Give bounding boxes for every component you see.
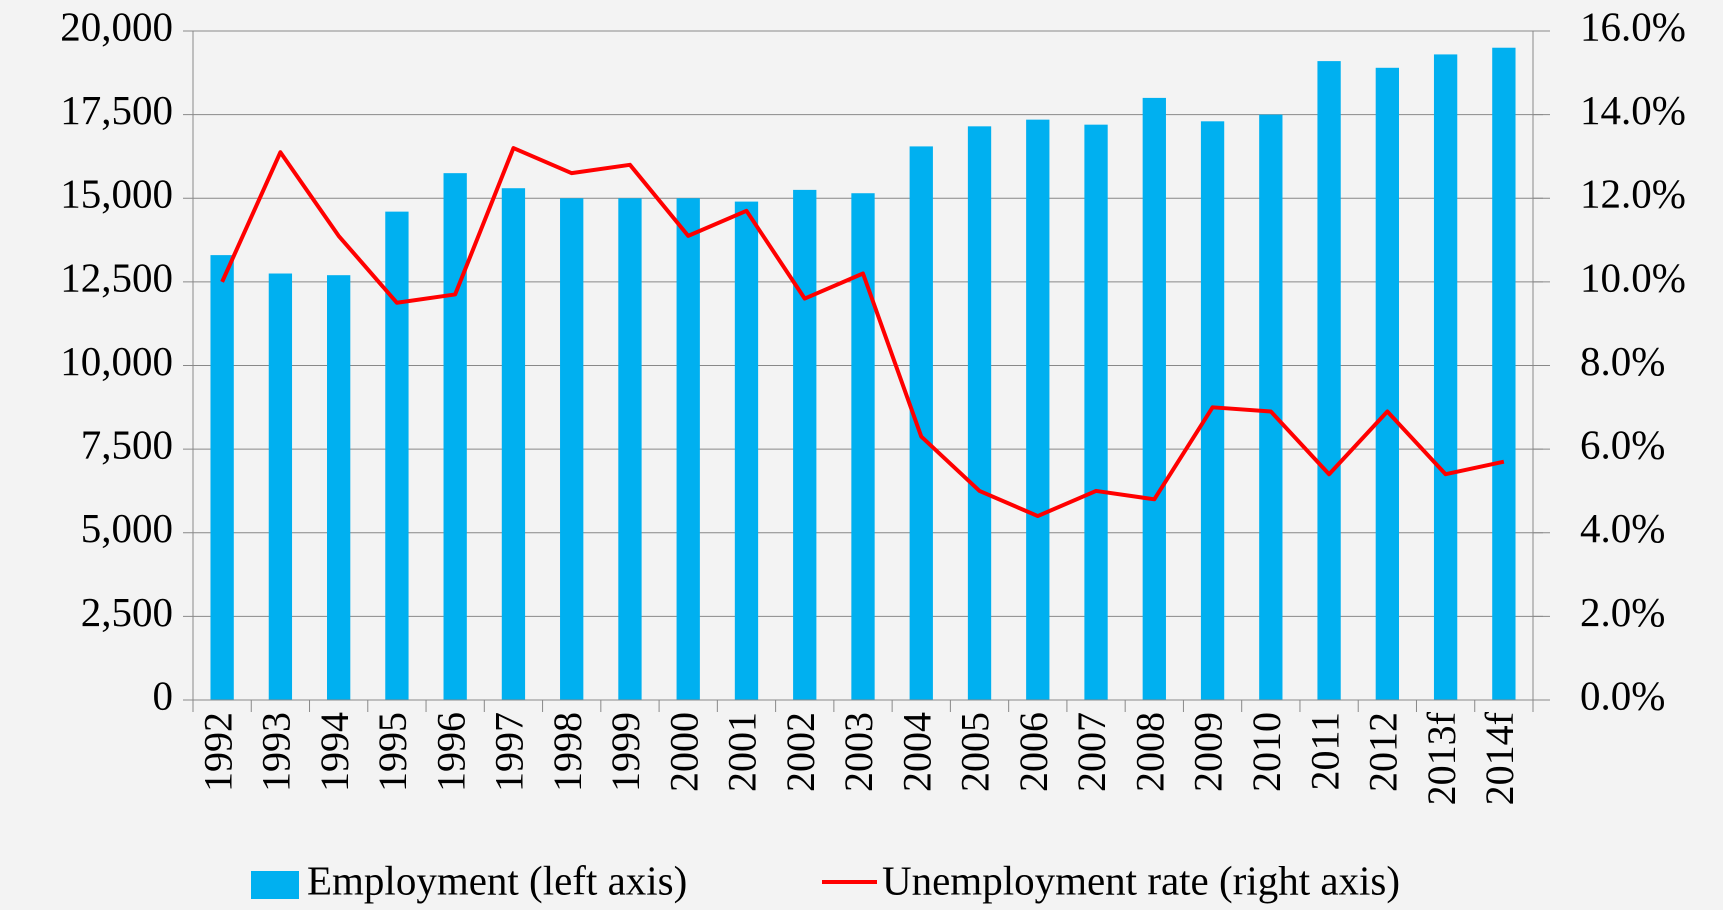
y-tick-label: 7,500 [81,422,173,468]
bar [851,193,875,701]
x-tick-label: 1997 [487,712,532,792]
x-tick-label: 1998 [545,712,590,792]
x-tick-label: 2014f [1477,711,1522,805]
bar [1375,67,1399,701]
x-tick-label: 1994 [312,712,357,792]
y2-tick-label: 12.0% [1580,171,1686,217]
x-tick-label: 1996 [428,712,473,792]
x-tick-label: 1993 [254,712,299,792]
x-tick-label: 2012 [1361,712,1406,792]
y-tick-label: 5,000 [81,505,173,551]
x-tick-label: 2003 [836,712,881,792]
x-tick-label: 2007 [1069,712,1114,792]
bar [967,126,992,700]
bar [1259,114,1283,700]
y2-tick-label: 0.0% [1580,672,1665,718]
bar [676,198,700,700]
y-tick-label: 0 [153,672,174,718]
line [220,146,1505,519]
x-tick-label: 2000 [661,712,706,792]
bar [268,273,293,700]
x-tick-label: 2011 [1302,712,1347,791]
y2-tick-label: 2.0% [1580,589,1665,635]
bar [734,201,759,700]
x-tick-label: 2002 [778,712,823,792]
legend-label: Unemployment rate (right axis) [882,857,1400,903]
bar [618,198,642,700]
y2-tick-label: 6.0% [1580,422,1665,468]
x-tick-label: 1992 [195,712,240,792]
y-tick-label: 17,500 [60,87,173,133]
x-tick-label: 2013f [1419,711,1464,805]
x-tick-label: 1999 [603,712,648,792]
bar [909,146,933,701]
x-tick-label: 2008 [1127,712,1172,792]
bar [443,173,467,701]
x-tick-label: 2006 [1011,712,1056,792]
y-tick-label: 15,000 [60,171,173,217]
bar [1142,97,1166,700]
y-tick-label: 20,000 [60,3,173,49]
bar [1492,47,1516,701]
x-tick-label: 2005 [953,712,998,792]
bar [560,198,584,700]
bar [1317,61,1341,701]
y-tick-label: 12,500 [60,254,173,300]
bar [501,188,526,700]
bar [1433,54,1458,701]
y-tick-label: 10,000 [60,338,173,384]
y2-tick-label: 14.0% [1580,87,1686,133]
bar [793,189,817,700]
bar [327,275,351,700]
legend-label: Employment (left axis) [307,857,687,903]
bar [385,211,409,700]
y-tick-label: 2,500 [81,589,173,635]
x-tick-label: 2009 [1186,712,1231,792]
y2-tick-label: 8.0% [1580,338,1665,384]
y2-tick-label: 10.0% [1580,254,1686,300]
bar [1026,119,1050,700]
x-tick-label: 1995 [370,712,415,792]
bar [1084,124,1108,700]
bar [210,255,234,701]
y2-tick-label: 4.0% [1580,505,1665,551]
y2-tick-label: 16.0% [1580,3,1686,49]
x-tick-label: 2010 [1244,712,1289,792]
x-tick-label: 2004 [894,712,939,792]
x-tick-label: 2001 [720,712,765,792]
legend-swatch [251,871,299,899]
